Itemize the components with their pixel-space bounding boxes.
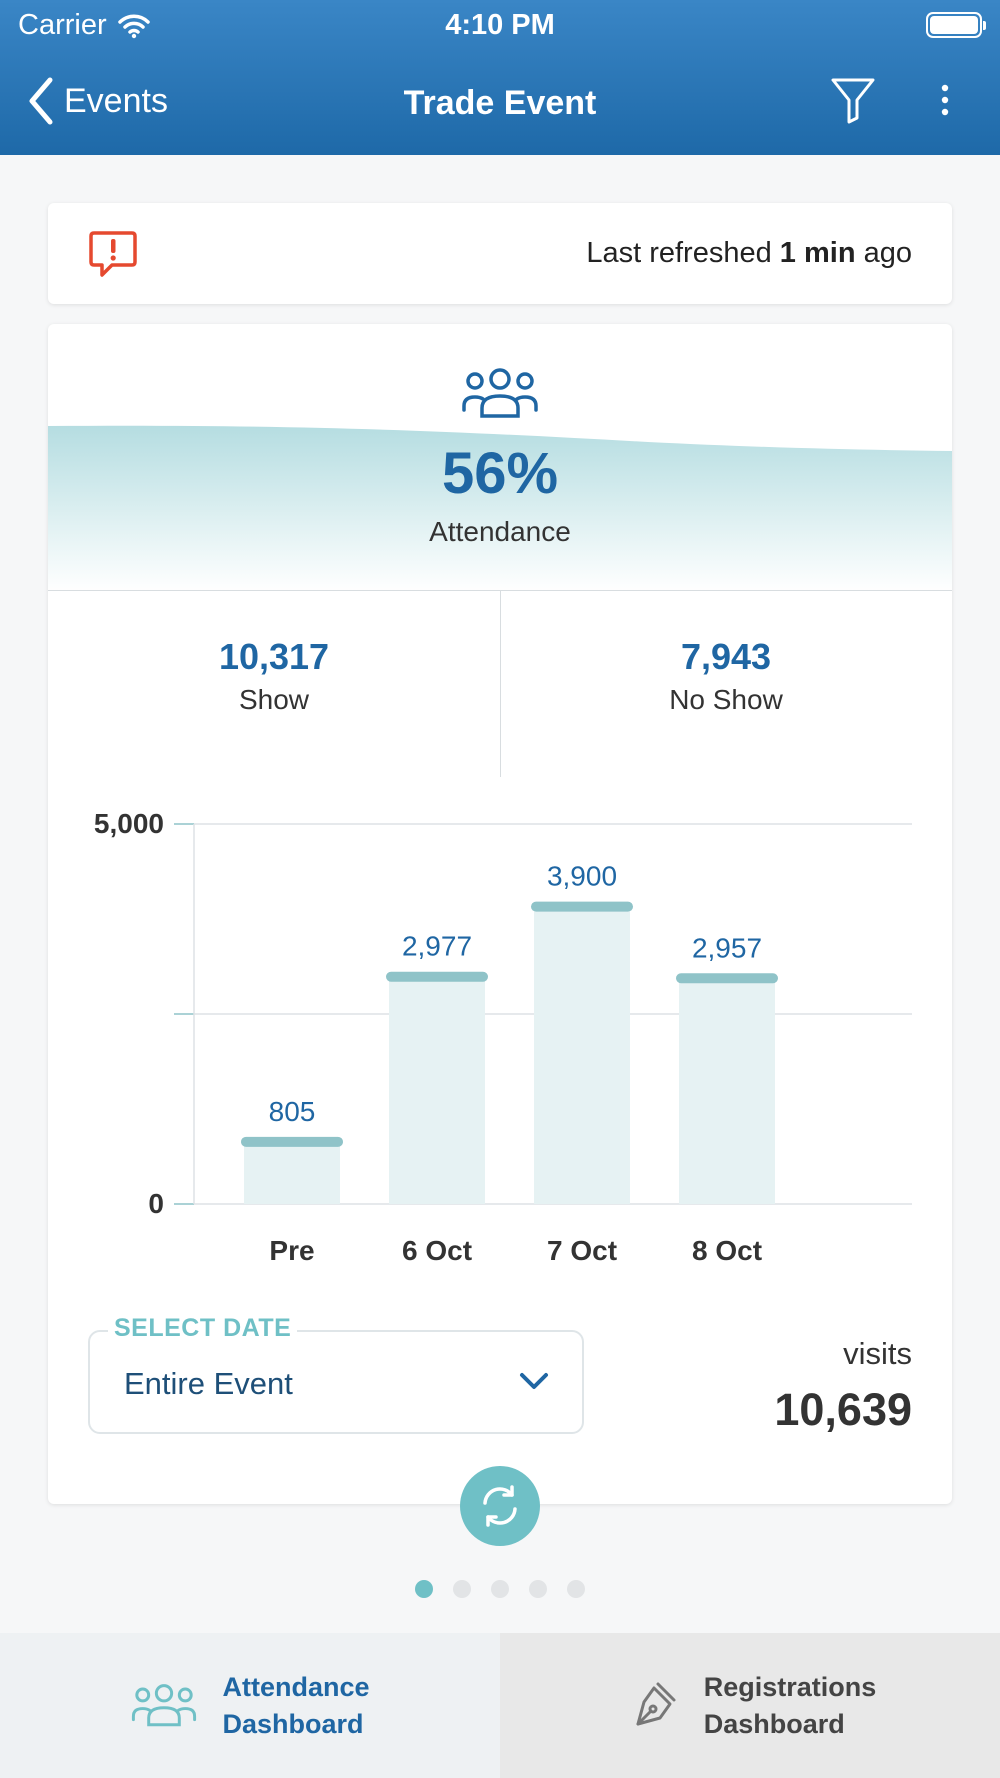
no-show-value: 7,943 bbox=[680, 636, 772, 677]
page-dot[interactable] bbox=[567, 1580, 585, 1598]
bar-value-label: 2,977 bbox=[402, 931, 472, 962]
attendance-card: 56% Attendance 10,317 Show 7,943 No Show… bbox=[48, 324, 952, 1504]
bar bbox=[244, 1142, 340, 1204]
bar bbox=[389, 977, 485, 1204]
bar-cap bbox=[241, 1136, 343, 1147]
bar-cap bbox=[676, 973, 778, 984]
chevron-left-icon bbox=[29, 77, 53, 125]
bar bbox=[679, 979, 775, 1204]
carrier-label: Carrier bbox=[18, 9, 107, 41]
last-refreshed-text: Last refreshed 1 min ago bbox=[586, 237, 912, 269]
page-dot[interactable] bbox=[415, 1580, 433, 1598]
show-label: Show bbox=[238, 684, 310, 715]
bar bbox=[534, 907, 630, 1204]
bar-cap bbox=[386, 971, 488, 982]
status-bar: Carrier 4:10 PM bbox=[0, 0, 1000, 52]
no-show-stat: 7,943 No Show bbox=[500, 636, 952, 716]
back-label: Events bbox=[64, 81, 168, 120]
people-icon bbox=[462, 368, 538, 418]
app-header: Carrier 4:10 PM Events Trade Event bbox=[0, 0, 1000, 155]
show-stat: 10,317 Show bbox=[48, 636, 500, 716]
more-options-icon[interactable] bbox=[935, 82, 955, 122]
page-dot[interactable] bbox=[491, 1580, 509, 1598]
visits-label: visits bbox=[843, 1336, 912, 1371]
bar-value-label: 2,957 bbox=[692, 932, 762, 963]
page-dot[interactable] bbox=[453, 1580, 471, 1598]
tab-label: Registrations Dashboard bbox=[703, 1672, 877, 1739]
refresh-button[interactable] bbox=[460, 1466, 540, 1546]
attendance-bar-chart: 0 5,000 805 Pre 2,977 6 Oct 3,900 7 Oct 2,957 8 O… bbox=[94, 808, 912, 1266]
attendance-percent: 56% bbox=[441, 441, 559, 506]
visits-value: 10,639 bbox=[774, 1384, 912, 1435]
show-value: 10,317 bbox=[218, 636, 330, 677]
tab-bar: Attendance Dashboard Registrations Dashb… bbox=[0, 1633, 1000, 1778]
x-tick-label: Pre bbox=[269, 1235, 314, 1266]
battery-icon bbox=[926, 12, 986, 38]
no-show-label: No Show bbox=[669, 684, 783, 715]
refresh-icon bbox=[483, 1485, 517, 1527]
carrier-info: Carrier bbox=[18, 9, 151, 42]
back-button[interactable]: Events bbox=[26, 76, 168, 126]
tab-registrations-dashboard[interactable]: Registrations Dashboard bbox=[500, 1633, 1000, 1778]
divider bbox=[500, 591, 501, 777]
filter-icon[interactable] bbox=[830, 76, 876, 124]
page-indicator[interactable] bbox=[0, 1580, 1000, 1598]
x-tick-label: 7 Oct bbox=[547, 1235, 617, 1266]
pen-icon bbox=[636, 1682, 676, 1725]
chevron-down-icon bbox=[520, 1373, 548, 1389]
select-date-legend: SELECT DATE bbox=[108, 1314, 298, 1343]
bar-cap bbox=[531, 901, 633, 912]
select-date-dropdown[interactable]: SELECT DATE Entire Event bbox=[88, 1314, 584, 1434]
wifi-icon bbox=[117, 14, 150, 38]
divider bbox=[48, 590, 952, 591]
refresh-status-card: Last refreshed 1 min ago bbox=[48, 203, 952, 304]
page-dot[interactable] bbox=[529, 1580, 547, 1598]
y-tick-label: 5,000 bbox=[94, 808, 164, 839]
wave-background bbox=[48, 425, 952, 592]
y-tick-label: 0 bbox=[148, 1188, 164, 1219]
tab-label: Attendance Dashboard bbox=[222, 1672, 370, 1739]
people-icon bbox=[132, 1683, 197, 1726]
attendance-label: Attendance bbox=[429, 516, 571, 547]
bar-value-label: 3,900 bbox=[547, 861, 617, 892]
select-date-value: Entire Event bbox=[124, 1366, 293, 1401]
x-tick-label: 8 Oct bbox=[692, 1235, 762, 1266]
x-tick-label: 6 Oct bbox=[402, 1235, 472, 1266]
alert-message-icon[interactable] bbox=[88, 229, 138, 279]
bar-value-label: 805 bbox=[269, 1096, 316, 1127]
navigation-bar: Events Trade Event bbox=[0, 72, 1000, 136]
tab-attendance-dashboard[interactable]: Attendance Dashboard bbox=[0, 1633, 500, 1778]
clock: 4:10 PM bbox=[445, 9, 555, 41]
